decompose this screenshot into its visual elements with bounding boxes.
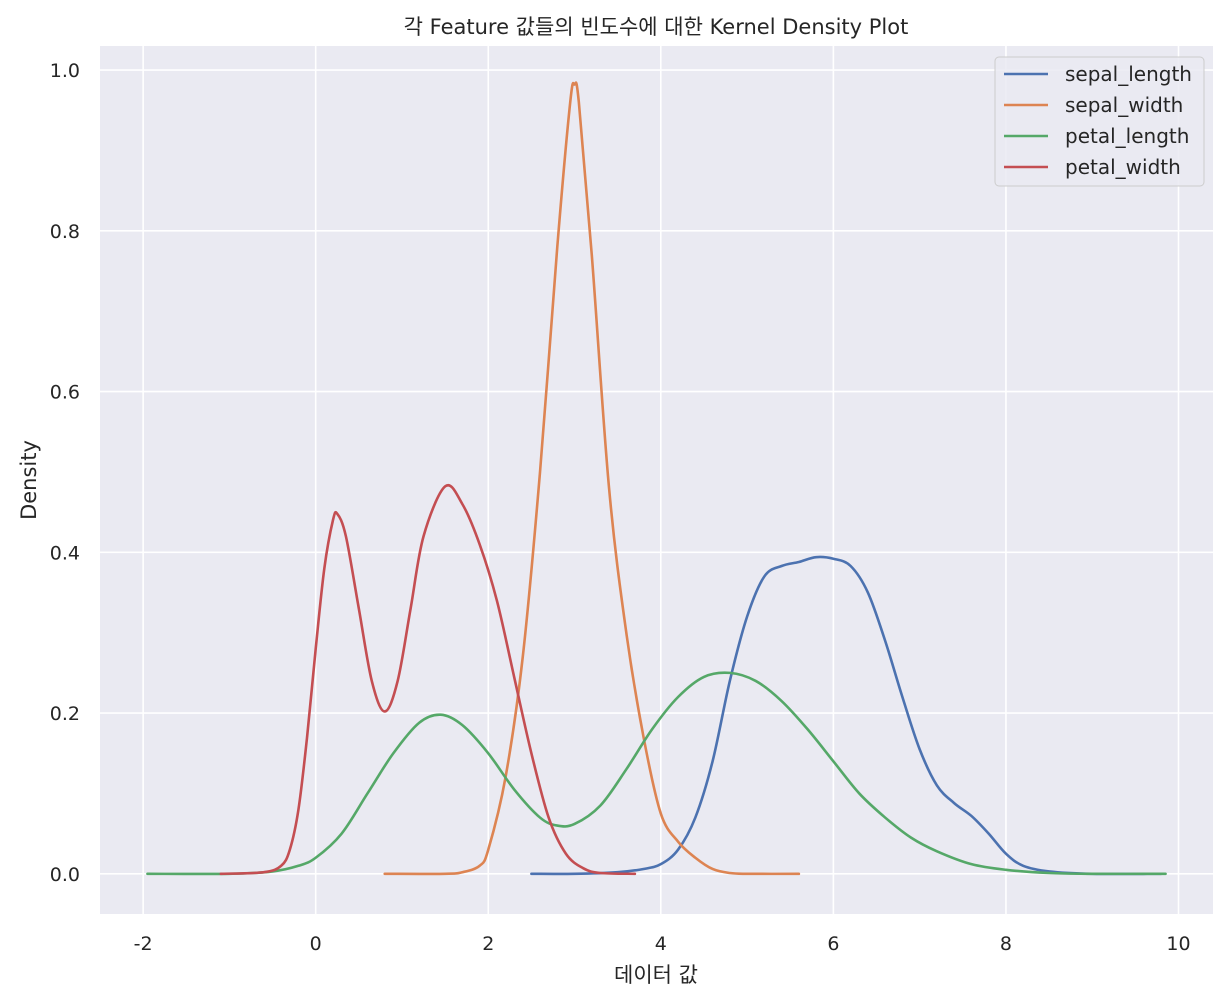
legend: sepal_length sepal_width petal_lengthpetal… <box>994 56 1205 187</box>
series-line-sepal-length <box>530 555 1163 876</box>
legend-label-sepal-width: sepal_width <box>1065 93 1183 117</box>
legend-label-petal-width: petal_width <box>1065 155 1181 179</box>
x-tick-label: 6 <box>827 933 839 955</box>
y-tick-label: 0.0 <box>50 864 80 886</box>
chart-title: 각 Feature 값들의 빈도수에 대한 Kernel Density Plo… <box>404 15 909 39</box>
grid-lines <box>100 46 1213 914</box>
x-tick-label: 0 <box>310 933 322 955</box>
series-layer <box>146 81 1167 876</box>
series-line-petal-length <box>146 671 1167 876</box>
x-tick-label: 8 <box>1000 933 1012 955</box>
y-tick-label: 0.8 <box>50 221 80 243</box>
x-tick-label: 4 <box>655 933 667 955</box>
x-axis-title: 데이터 값 <box>614 963 698 987</box>
series-line-petal-width <box>219 483 637 876</box>
y-tick-label: 1.0 <box>50 60 80 82</box>
legend-label-sepal-length: sepal_length <box>1065 62 1192 86</box>
x-tick-label: 10 <box>1166 933 1190 955</box>
legend-label-petal-length: petal_length <box>1065 124 1189 148</box>
plot-background <box>100 46 1213 914</box>
series-line-sepal-width <box>383 81 801 876</box>
x-tick-label: 2 <box>482 933 494 955</box>
y-tick-labels: 0.0 0.2 0.4 0.6 0.8 1.0 <box>50 60 80 886</box>
y-tick-label: 0.6 <box>50 382 80 404</box>
legend-box <box>994 56 1205 187</box>
legend-items: sepal_length sepal_width petal_lengthpetal… <box>1004 62 1192 179</box>
y-tick-label: 0.4 <box>50 542 80 564</box>
y-axis-title: Density <box>17 440 41 520</box>
x-tick-labels: -2 0 2 4 6 8 10 <box>134 933 1191 955</box>
y-tick-label: 0.2 <box>50 703 80 725</box>
x-tick-label: -2 <box>134 933 153 955</box>
